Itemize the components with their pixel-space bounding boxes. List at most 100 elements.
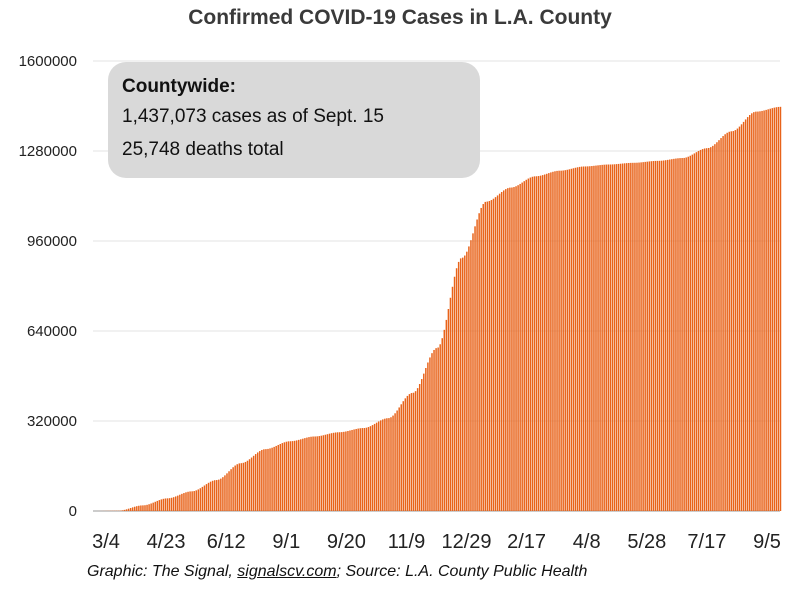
bar <box>380 420 382 511</box>
signal-link[interactable]: signalscv.com <box>237 563 337 580</box>
bar <box>548 173 550 511</box>
bar <box>150 503 152 511</box>
bar <box>634 162 636 512</box>
bar <box>732 131 735 512</box>
bar <box>775 107 778 511</box>
bar <box>558 170 560 511</box>
bar <box>462 257 464 511</box>
bar <box>654 160 657 511</box>
bar <box>699 149 702 511</box>
bar <box>140 505 142 511</box>
bar <box>503 190 505 512</box>
bar <box>771 108 774 511</box>
bar <box>705 148 708 511</box>
bar <box>230 469 232 511</box>
bar <box>609 164 612 512</box>
bar <box>576 167 579 512</box>
bar <box>591 166 593 512</box>
bar <box>474 226 476 511</box>
bar <box>507 188 509 511</box>
bar <box>216 480 218 511</box>
bar <box>351 429 353 511</box>
bar <box>195 490 197 511</box>
bar <box>142 505 144 511</box>
bar <box>685 157 687 511</box>
bar <box>621 163 624 511</box>
bar <box>630 162 632 511</box>
bar <box>332 432 335 511</box>
bar <box>187 491 189 511</box>
bar <box>519 183 521 511</box>
bar <box>710 147 712 512</box>
callout-cases: 1,437,073 cases as of Sept. 15 <box>122 106 384 127</box>
bar <box>761 110 763 511</box>
bar <box>535 176 538 511</box>
bar <box>136 506 138 511</box>
bar <box>541 175 544 512</box>
bar <box>384 418 386 511</box>
bar <box>703 148 706 511</box>
bar <box>246 460 249 511</box>
bar <box>550 172 552 511</box>
bar <box>585 166 587 511</box>
bar <box>644 161 646 511</box>
bar <box>572 168 575 511</box>
bar <box>642 162 644 511</box>
bar <box>753 112 755 511</box>
bar <box>224 475 226 511</box>
x-tick-label: 9/20 <box>327 531 366 553</box>
bar <box>730 131 733 511</box>
bar <box>439 344 441 511</box>
bar <box>328 433 331 511</box>
bar <box>570 168 573 511</box>
chart-title: Confirmed COVID-19 Cases in L.A. County <box>188 6 612 29</box>
bar <box>480 207 482 511</box>
callout-deaths: 25,748 deaths total <box>122 139 284 160</box>
bar <box>466 251 468 511</box>
x-tick-label: 4/8 <box>573 531 601 553</box>
bar <box>265 449 267 511</box>
bar <box>695 152 698 512</box>
bar <box>724 134 726 511</box>
bar <box>285 441 288 511</box>
bar <box>240 463 243 511</box>
bar <box>396 410 398 511</box>
bar <box>662 160 665 511</box>
x-tick-label: 12/29 <box>441 531 491 553</box>
bar <box>406 395 409 511</box>
bar <box>736 128 739 511</box>
bar <box>457 261 460 511</box>
bar <box>377 421 380 511</box>
bar <box>193 491 195 511</box>
bar <box>619 163 622 512</box>
y-tick-label: 1280000 <box>19 143 77 160</box>
y-tick-label: 1600000 <box>19 53 77 70</box>
x-tick-label: 6/12 <box>207 531 246 553</box>
bar <box>304 438 306 511</box>
bar <box>121 510 124 511</box>
bar <box>353 429 355 511</box>
bar <box>486 201 489 512</box>
bar <box>437 347 439 511</box>
bar <box>763 110 765 512</box>
bar <box>367 427 370 511</box>
bar <box>546 173 548 512</box>
bar <box>669 159 671 511</box>
bar <box>185 492 187 511</box>
bar <box>324 434 327 511</box>
bar <box>664 160 667 511</box>
bar <box>418 384 421 511</box>
bar <box>599 165 601 511</box>
bar <box>455 268 458 511</box>
bar <box>527 178 530 511</box>
bar <box>605 164 607 511</box>
bar <box>404 398 407 511</box>
bar <box>734 130 737 511</box>
bar <box>357 428 359 511</box>
bar <box>129 508 132 511</box>
bar <box>166 498 169 511</box>
bar <box>177 495 179 511</box>
bar <box>175 496 177 511</box>
callout-heading: Countywide: <box>122 76 236 97</box>
